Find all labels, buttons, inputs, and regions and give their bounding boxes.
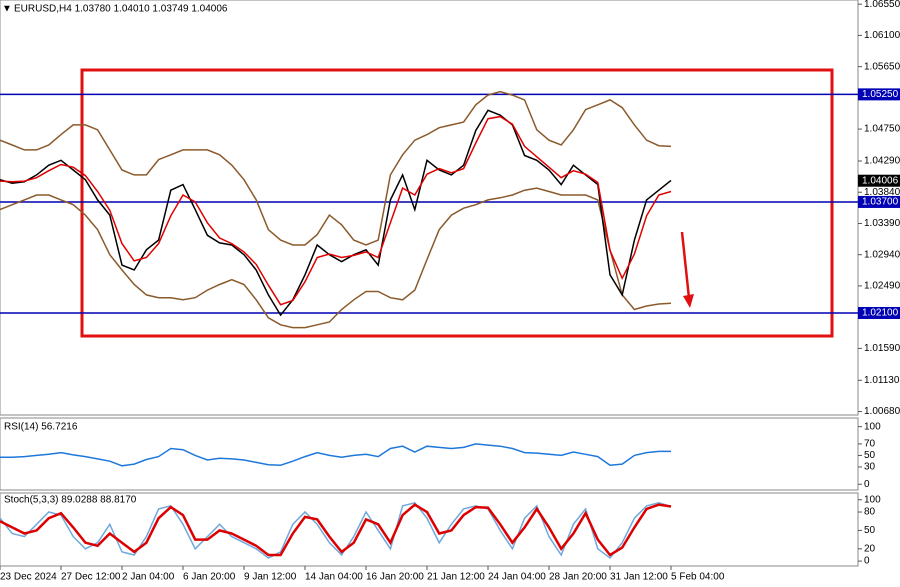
y-tick-label: 100 [864,494,881,505]
y-tick-label: 100 [864,421,881,432]
x-tick-label: 6 Jan 20:00 [183,572,236,583]
level-tag [858,88,900,101]
level-tag [858,306,900,319]
chart-title: EURUSD,H4 1.03780 1.04010 1.03749 1.0400… [14,4,228,15]
series-line [0,443,671,467]
level-label: 1.05250 [862,89,899,100]
y-tick-label: 1.02490 [864,281,900,292]
arrow-head [683,294,694,308]
y-tick-label: 30 [864,462,876,473]
x-tick-label: 5 Feb 04:00 [671,572,725,583]
y-tick-label: 50 [864,525,876,536]
range-box [80,68,834,338]
series-line [0,109,672,317]
x-tick-label: 28 Jan 20:00 [549,572,607,583]
y-tick-label: 1.01130 [864,375,900,386]
series-line [0,501,672,560]
rsi-title: RSI(14) 56.7216 [4,422,78,433]
x-tick-label: 14 Jan 04:00 [305,572,363,583]
series-line [0,90,672,246]
series-line [0,187,672,329]
arrow-shaft [680,231,691,299]
y-tick-label: 1.06100 [864,30,900,41]
y-tick-label: 0 [864,479,870,490]
y-tick-label: 1.04290 [864,156,900,167]
y-tick-label: 1.06550 [864,0,900,10]
x-tick-label: 9 Jan 12:00 [244,572,297,583]
last-price-label: 1.04006 [862,175,899,186]
x-tick-label: 2 Jan 04:00 [122,572,175,583]
main-panel [0,0,859,416]
level-tag [858,195,900,208]
collapse-icon: ▼ [2,4,12,15]
last-price-tag [858,174,900,187]
y-tick-label: 1.01590 [864,343,900,354]
y-tick-label: 1.04750 [864,124,900,135]
y-tick-label: 50 [864,450,876,461]
y-tick-label: 1.03390 [864,218,900,229]
x-tick-label: 23 Dec 2024 [0,572,57,583]
series-line [0,503,672,557]
x-tick-label: 21 Jan 12:00 [427,572,485,583]
x-tick-label: 31 Jan 12:00 [610,572,668,583]
level-label: 1.03700 [862,197,899,208]
rsi-panel [0,417,859,491]
x-tick-label: 24 Jan 04:00 [488,572,546,583]
y-tick-label: 1.05650 [864,61,900,72]
x-tick-label: 16 Jan 20:00 [366,572,424,583]
y-tick-label: 1.03840 [864,187,900,198]
y-tick-label: 1.02940 [864,249,900,260]
stoch-panel [0,492,859,567]
x-tick-label: 27 Dec 12:00 [61,572,121,583]
level-label: 1.02100 [862,308,899,319]
y-tick-label: 0 [864,556,870,567]
y-tick-label: 20 [864,543,876,554]
y-tick-label: 1.00680 [864,406,900,417]
stoch-title: Stoch(5,3,3) 89.0288 88.8170 [4,495,137,506]
series-line [0,115,672,306]
y-tick-label: 80 [864,507,876,518]
y-tick-label: 70 [864,439,876,450]
